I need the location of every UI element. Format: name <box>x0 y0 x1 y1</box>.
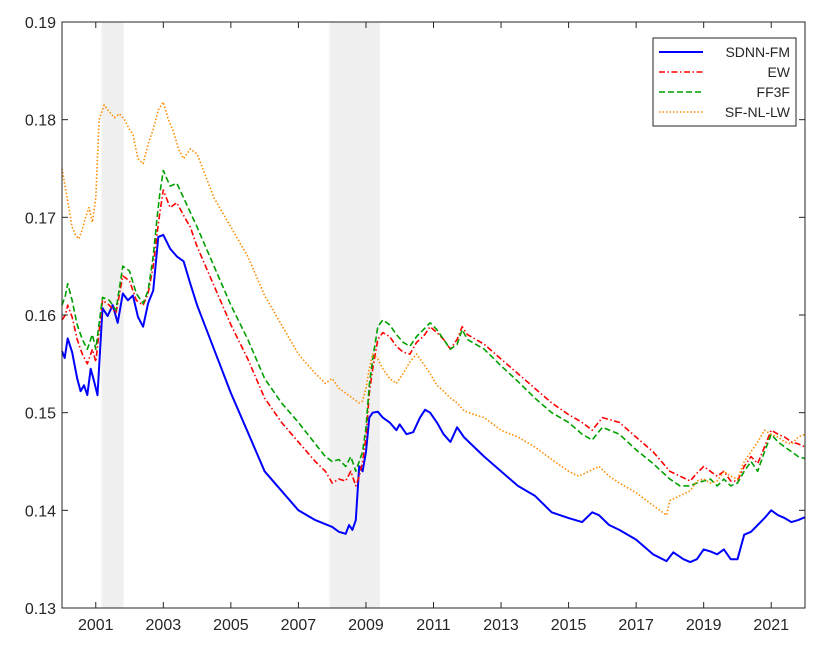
shaded-period-0 <box>101 22 124 608</box>
y-axis-ticks: 0.13 0.14 0.15 0.16 0.17 0.18 0.19 <box>25 15 805 618</box>
x-tick-label: 2003 <box>146 617 182 634</box>
x-tick-label: 2021 <box>753 617 789 634</box>
y-tick-label: 0.19 <box>25 15 56 32</box>
series-line-ew <box>61 189 806 487</box>
y-tick-label: 0.14 <box>25 503 56 520</box>
legend-label: SDNN-FM <box>725 44 790 60</box>
series-lines <box>61 101 806 564</box>
x-tick-label: 2011 <box>416 617 451 634</box>
x-tick-label: 2015 <box>551 617 587 634</box>
shaded-periods <box>101 22 381 608</box>
shaded-period-1 <box>329 22 381 608</box>
x-tick-label: 2017 <box>618 617 654 634</box>
legend: SDNN-FM EW FF3F SF-NL-LW <box>652 37 797 127</box>
legend-label: SF-NL-LW <box>725 104 791 120</box>
y-tick-label: 0.18 <box>25 113 56 130</box>
y-tick-label: 0.16 <box>25 308 56 325</box>
x-tick-label: 2009 <box>348 617 384 634</box>
series-line-sdnn-fm <box>61 233 806 564</box>
legend-label: FF3F <box>757 84 790 100</box>
y-tick-label: 0.15 <box>25 406 56 423</box>
y-tick-label: 0.13 <box>25 601 56 618</box>
y-tick-label: 0.17 <box>25 210 56 227</box>
series-line-sf-nl-lw <box>61 101 806 517</box>
series-line-ff3f <box>61 169 806 487</box>
x-axis-ticks: 2001 2003 2005 2007 2009 2011 2013 2015 2017 2019… <box>78 22 789 634</box>
x-tick-label: 2007 <box>281 617 317 634</box>
legend-label: EW <box>767 64 790 80</box>
x-tick-label: 2019 <box>686 617 722 634</box>
x-tick-label: 2013 <box>483 617 519 634</box>
x-tick-label: 2001 <box>78 617 114 634</box>
x-tick-label: 2005 <box>213 617 249 634</box>
